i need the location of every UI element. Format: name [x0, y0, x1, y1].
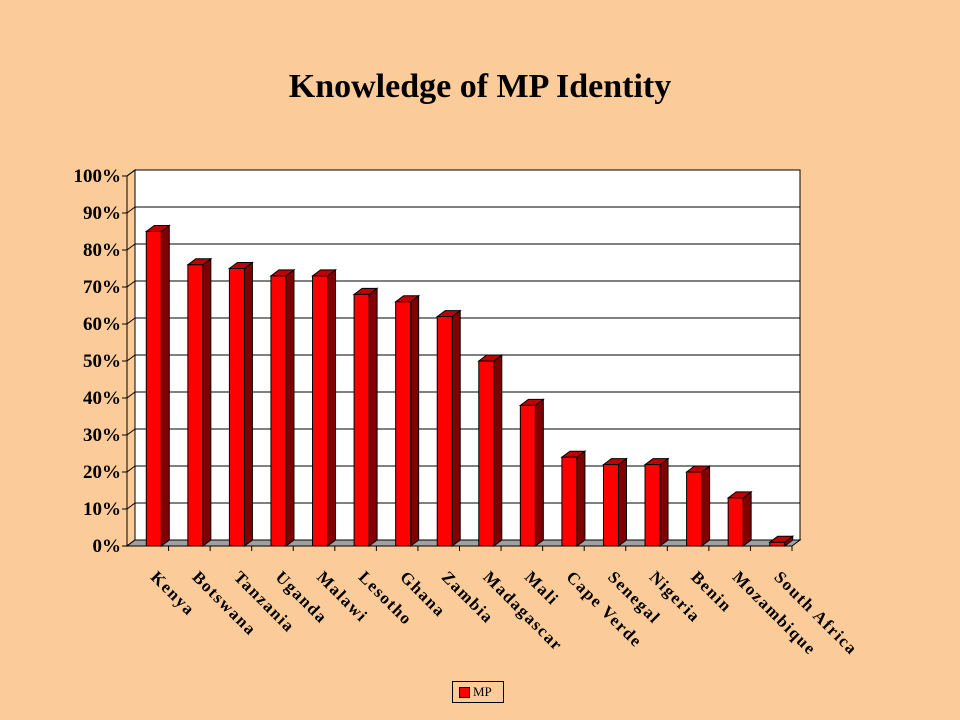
- bar: [602, 464, 619, 547]
- gridline-side: [126, 243, 136, 251]
- bar: [686, 471, 703, 547]
- gridline-side: [126, 428, 136, 436]
- bar: [228, 268, 245, 547]
- x-axis: KenyaBotswanaTanzaniaUgandaMalawiLesotho…: [127, 545, 862, 659]
- bar-side: [202, 257, 212, 547]
- bar-side: [659, 457, 669, 547]
- y-tick-label: 100%: [74, 166, 122, 187]
- y-tick-label: 90%: [83, 203, 121, 224]
- chart-title: Knowledge of MP Identity: [288, 68, 672, 105]
- bar: [478, 360, 495, 547]
- bar: [353, 293, 370, 547]
- bar: [769, 541, 786, 547]
- y-tick-label: 40%: [83, 388, 121, 409]
- bar: [727, 497, 744, 547]
- y-tick-label: 0%: [93, 536, 122, 557]
- bar: [436, 316, 453, 547]
- x-tick-label: Kenya: [147, 567, 199, 619]
- bar-side: [617, 457, 627, 547]
- bar: [145, 231, 162, 547]
- gridline-side: [126, 169, 136, 177]
- legend-swatch: [459, 686, 470, 698]
- bar-side: [368, 287, 378, 547]
- legend-label: MP: [473, 684, 492, 699]
- gridline-side: [126, 206, 136, 214]
- bar-side: [493, 354, 503, 547]
- bar-side: [576, 450, 586, 547]
- bar: [270, 275, 287, 547]
- gridline-side: [126, 317, 136, 325]
- y-tick-label: 80%: [83, 240, 121, 261]
- y-tick-label: 30%: [83, 425, 121, 446]
- y-tick-label: 50%: [83, 351, 121, 372]
- gridline-side: [126, 465, 136, 473]
- bar-side: [285, 268, 295, 547]
- bar-side: [160, 224, 170, 547]
- gridline-side: [126, 354, 136, 362]
- bar-side: [243, 261, 253, 547]
- gridline-side: [126, 502, 136, 510]
- bar-side: [451, 309, 461, 547]
- bar: [519, 404, 536, 547]
- y-tick-label: 70%: [83, 277, 121, 298]
- bar: [561, 456, 578, 547]
- bar: [312, 275, 329, 547]
- legend: MP: [452, 681, 504, 703]
- bar: [187, 264, 204, 547]
- bar-side: [327, 268, 337, 547]
- gridline-side: [126, 391, 136, 399]
- y-tick-label: 20%: [83, 462, 121, 483]
- y-tick-label: 10%: [83, 499, 121, 520]
- y-axis: 0% 10% 20% 30% 40% 50% 60% 70% 80% 90% 100%: [74, 166, 128, 557]
- bar-side: [742, 490, 752, 547]
- bar-side: [410, 294, 420, 547]
- gridline-side: [126, 280, 136, 288]
- bar: [644, 464, 661, 547]
- y-tick-label: 60%: [83, 314, 121, 335]
- bar: [395, 301, 412, 547]
- bar-side: [534, 398, 544, 547]
- bar-side: [701, 465, 711, 547]
